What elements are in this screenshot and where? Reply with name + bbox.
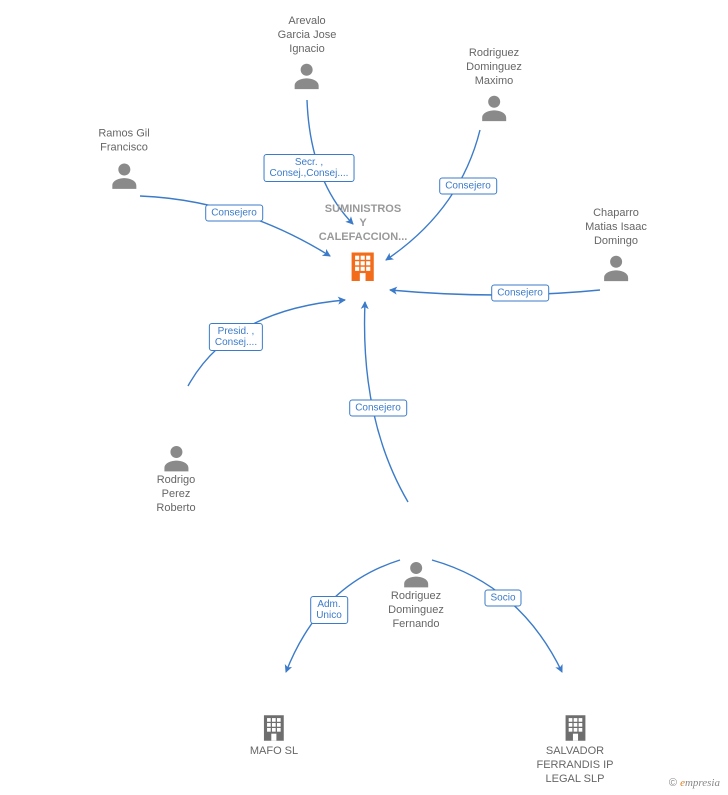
node-label: SUMINISTROS Y CALEFACCION... [319, 203, 408, 244]
node-label: Ramos Gil Francisco [98, 128, 149, 156]
node-label: MAFO SL [250, 745, 298, 759]
node-mafo: MAFO SL [250, 707, 298, 759]
node-label: Chaparro Matias Isaac Domingo [585, 207, 647, 248]
node-center: SUMINISTROS Y CALEFACCION... [319, 203, 408, 286]
node-chaparro: Chaparro Matias Isaac Domingo [585, 207, 647, 284]
node-rodriguez_max: Rodriguez Dominguez Maximo [466, 47, 522, 124]
edge-label-rodriguez_max-center: Consejero [439, 178, 497, 195]
edge-label-ramos-center: Consejero [205, 205, 263, 222]
edge-label-arevalo-center: Secr. , Consej.,Consej.... [264, 154, 355, 182]
edge-label-rodriguez_fer-mafo: Adm. Unico [310, 596, 348, 624]
node-label: Rodriguez Dominguez Maximo [466, 47, 522, 88]
edge-rodriguez_fer-to-salvador [432, 560, 562, 672]
node-arevalo: Arevalo Garcia Jose Ignacio [278, 15, 337, 92]
network-diagram: SUMINISTROS Y CALEFACCION... Arevalo Gar… [0, 0, 728, 795]
node-rodrigo: Rodrigo Perez Roberto [156, 438, 195, 515]
edge-label-rodriguez_fer-center: Consejero [349, 400, 407, 417]
edges-layer [0, 0, 728, 795]
edge-label-chaparro-center: Consejero [491, 285, 549, 302]
copyright: © empresia [669, 777, 720, 789]
brand-rest: mpresia [685, 777, 720, 789]
edge-label-rodrigo-center: Presid. , Consej.... [209, 323, 263, 351]
node-label: Rodriguez Dominguez Fernando [388, 590, 444, 631]
node-label: Rodrigo Perez Roberto [156, 474, 195, 515]
node-ramos: Ramos Gil Francisco [98, 128, 149, 192]
edge-label-rodriguez_fer-salvador: Socio [484, 590, 521, 607]
node-label: Arevalo Garcia Jose Ignacio [278, 15, 337, 56]
copyright-symbol: © [669, 777, 677, 789]
node-label: SALVADOR FERRANDIS IP LEGAL SLP [536, 745, 613, 786]
node-rodriguez_fer: Rodriguez Dominguez Fernando [388, 554, 444, 631]
node-salvador: SALVADOR FERRANDIS IP LEGAL SLP [536, 707, 613, 786]
